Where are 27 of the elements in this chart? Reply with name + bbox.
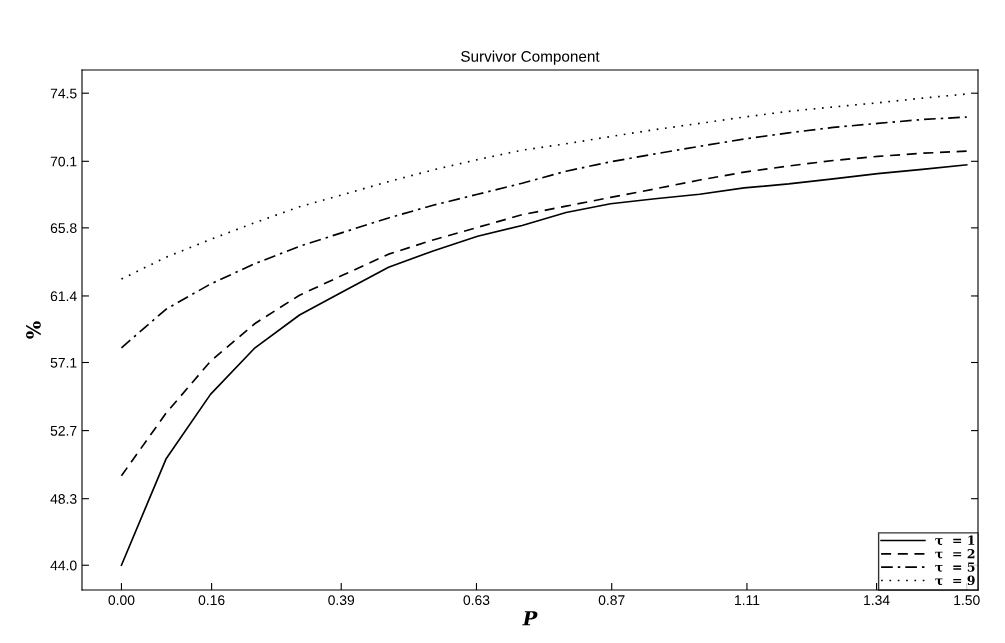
y-tick-label: 61.4: [50, 291, 77, 302]
x-tick-label: 1.50: [954, 595, 980, 606]
x-tick-label: 0.16: [198, 595, 225, 606]
x-tick-label: 0.39: [328, 595, 355, 606]
y-tick-label: 52.7: [50, 425, 77, 436]
legend-label: τ = 5: [935, 562, 975, 572]
x-tick-label: 0.87: [598, 595, 625, 606]
x-tick-label: 0.63: [463, 595, 490, 606]
y-tick-label: 48.3: [50, 494, 77, 504]
y-tick-label: 74.5: [50, 88, 77, 99]
legend-label: τ = 1: [935, 535, 975, 545]
legend-label: τ = 9: [935, 575, 975, 586]
y-tick-label: 57.1: [50, 357, 77, 368]
x-tick-label: 0.00: [108, 595, 135, 606]
legend-label: τ = 2: [935, 548, 975, 559]
line-series: [120, 93, 968, 280]
y-tick-label: 44.0: [50, 560, 77, 571]
line-series: [120, 116, 968, 349]
line-series: [120, 150, 968, 477]
x-tick-label: 1.34: [864, 595, 890, 606]
y-tick-label: 70.1: [50, 156, 77, 167]
line-series: [120, 164, 968, 567]
chart-title: Survivor Component: [461, 50, 600, 65]
x-axis-title: P: [522, 611, 538, 626]
y-tick-label: 65.8: [50, 223, 77, 234]
y-axis-title: %: [26, 321, 41, 339]
x-tick-label: 1.11: [735, 595, 760, 605]
